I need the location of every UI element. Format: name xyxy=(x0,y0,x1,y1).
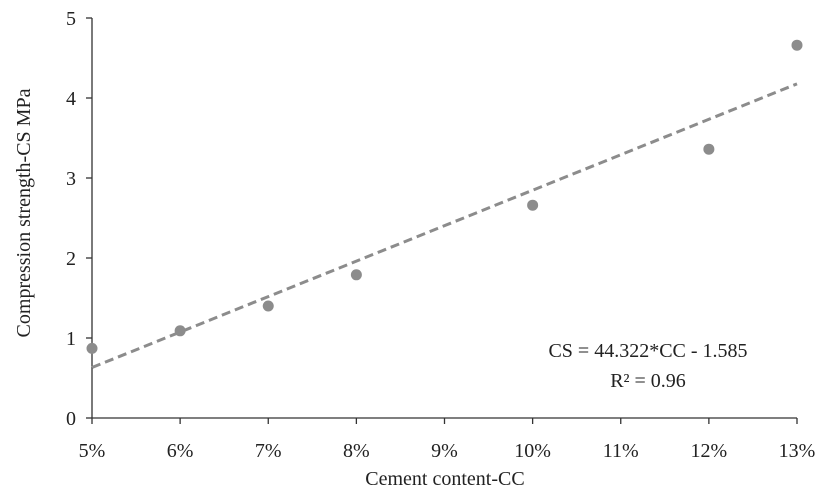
y-tick-label: 1 xyxy=(66,328,76,350)
y-tick-label: 0 xyxy=(66,408,76,430)
x-tick-label: 6% xyxy=(167,440,194,462)
x-tick-label: 10% xyxy=(514,440,551,462)
axes xyxy=(86,17,798,424)
y-axis-title: Compression strength-CS MPa xyxy=(13,88,35,337)
data-point xyxy=(262,300,274,312)
x-tick-label: 8% xyxy=(343,440,370,462)
y-tick-label: 4 xyxy=(66,88,76,110)
y-tick-label: 5 xyxy=(66,8,76,30)
r-squared-label: R² = 0.96 xyxy=(610,370,686,392)
data-point xyxy=(703,143,715,155)
x-tick-label: 13% xyxy=(779,440,816,462)
data-points xyxy=(86,39,803,354)
trendline-equation: CS = 44.322*CC - 1.585 xyxy=(548,340,747,362)
y-tick-label: 3 xyxy=(66,168,76,190)
data-point xyxy=(527,199,539,211)
data-point xyxy=(791,39,803,51)
y-tick-label: 2 xyxy=(66,248,76,270)
data-point xyxy=(86,342,98,354)
x-tick-label: 12% xyxy=(691,440,728,462)
data-point xyxy=(174,325,186,337)
x-tick-label: 11% xyxy=(603,440,639,462)
data-point xyxy=(350,269,362,281)
x-axis-title: Cement content-CC xyxy=(365,468,524,490)
trendline-group xyxy=(91,82,798,369)
tick-labels: 0 1 2 3 4 5 5% 6% 7% 8% 9% 10% 11% 12% 13% xyxy=(66,8,815,462)
x-tick-label: 9% xyxy=(431,440,458,462)
trendline xyxy=(91,82,798,369)
x-tick-label: 7% xyxy=(255,440,282,462)
x-tick-label: 5% xyxy=(79,440,106,462)
